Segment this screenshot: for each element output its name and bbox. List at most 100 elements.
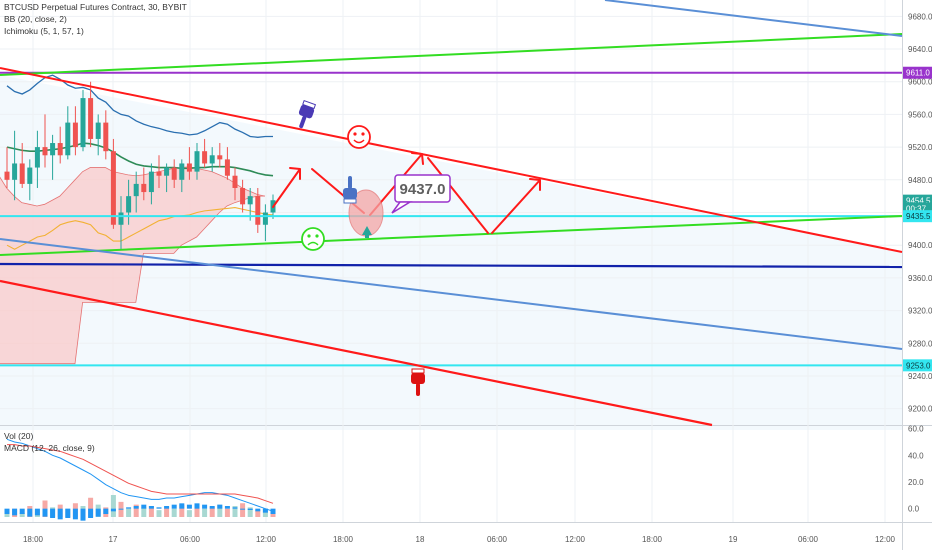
macd-tick-label: 40.0	[908, 451, 924, 460]
candle-body	[118, 212, 124, 225]
macd-histogram-bar	[240, 508, 246, 510]
macd-histogram-bar	[42, 508, 48, 517]
price-tick-label: 9640.0	[908, 45, 932, 54]
time-tick-label: 12:00	[256, 535, 277, 544]
annotation-box[interactable]	[394, 174, 451, 203]
price-tick-label: 9360.0	[908, 274, 932, 283]
price-label-box	[903, 66, 932, 79]
candle-body	[164, 167, 170, 176]
volume-bar	[255, 510, 261, 517]
volume-bar	[262, 508, 268, 517]
legend-symbol-text: BTCUSD Perpetual Futures Contract, 30, B…	[4, 2, 187, 12]
volume-bar	[240, 503, 246, 517]
volume-bar	[19, 512, 25, 517]
macd-histogram-bar	[103, 508, 109, 514]
candles	[4, 81, 276, 250]
volume-bar	[126, 508, 132, 517]
smiley-sad-icon	[301, 227, 325, 251]
annotation-pointer	[391, 201, 413, 214]
volume-bar	[110, 495, 116, 517]
macd-histogram-bar	[27, 508, 33, 517]
smiley-eye	[307, 234, 311, 238]
candle-body	[209, 155, 215, 164]
trend-line-green-lower	[0, 215, 903, 256]
volume-bar	[232, 506, 238, 517]
macd-histogram-bar	[217, 504, 223, 509]
signal-line	[7, 444, 274, 504]
smiley-mouth	[353, 139, 365, 144]
volume-bar	[171, 508, 177, 517]
macd-histogram-bar	[148, 506, 154, 509]
macd-histogram-bar	[118, 508, 124, 510]
candle-body	[194, 151, 200, 172]
volume-bar	[186, 510, 192, 517]
macd-histogram-bar	[4, 508, 10, 514]
legend-macd: MACD (12, 26, close, 9)	[4, 443, 98, 453]
candle-body	[262, 212, 268, 225]
pointing-hand-icon	[411, 368, 425, 396]
macd-histogram-bar	[65, 508, 71, 518]
time-tick-label: 18:00	[333, 535, 354, 544]
hand-palm	[298, 104, 315, 119]
price-axis: 9680.09640.09600.09560.09520.09480.09440…	[903, 12, 932, 514]
price-label-text: 9454.5	[906, 197, 931, 206]
price-label-box	[903, 359, 932, 372]
legend-vol-text: Vol (20)	[4, 431, 34, 441]
price-label-text: 00:37	[906, 204, 927, 213]
candle-body	[202, 151, 208, 164]
annotations: 9437.0	[391, 174, 451, 214]
volume-bar	[179, 504, 185, 517]
time-tick-label: 06:00	[487, 535, 508, 544]
bb-upper	[6, 74, 273, 138]
macd-histogram-bar	[50, 508, 56, 518]
macd-histogram-bar	[202, 504, 208, 509]
price-label-text: 9435.5	[906, 212, 931, 221]
price-tick-label: 9400.0	[908, 241, 932, 250]
candle-body	[12, 163, 18, 180]
volume-bar	[4, 511, 10, 517]
up-arrow-icon	[362, 226, 372, 235]
macd-histogram-bar	[110, 508, 116, 512]
macd-histogram-bar	[141, 504, 147, 509]
hand-cuff	[343, 198, 357, 204]
macd-histogram-bar	[72, 508, 78, 520]
legend-vol: Vol (20)	[4, 431, 36, 441]
candle-body	[171, 167, 177, 180]
volume-bar	[224, 508, 230, 517]
volume-bar	[164, 507, 170, 517]
candle-body	[50, 143, 56, 156]
smiley-happy-icon	[347, 125, 371, 149]
trend-line-blue-lower	[0, 238, 903, 350]
hand-finger	[416, 383, 420, 396]
macd-histogram-bar	[80, 508, 86, 521]
legend-symbol: BTCUSD Perpetual Futures Contract, 30, B…	[4, 2, 190, 12]
time-tick-label: 12:00	[565, 535, 586, 544]
trend-line-red-upper	[0, 67, 903, 253]
macd-line	[6, 438, 274, 512]
candle-body	[247, 196, 253, 205]
volume-bar	[247, 507, 253, 517]
macd-histogram-bar	[12, 508, 18, 516]
level-line-navy	[0, 262, 903, 269]
hand-palm	[411, 373, 425, 384]
macd-histogram-bar	[209, 506, 215, 509]
candle-body	[65, 122, 71, 156]
time-tick-label: 19	[729, 535, 738, 544]
macd-tick-label: 20.0	[908, 478, 924, 487]
legend-bb-text: BB (20, close, 2)	[4, 14, 67, 24]
candle-body	[57, 143, 63, 156]
smiley-eye	[315, 234, 319, 238]
pointing-hand-icon	[343, 176, 357, 204]
candle-body	[34, 147, 40, 168]
candle-body	[80, 98, 86, 148]
hand-palm	[343, 188, 357, 199]
macd-histogram-bar	[232, 507, 238, 509]
cloud-span-a	[0, 166, 266, 207]
candle-body	[133, 183, 139, 197]
smiley-eye	[361, 132, 365, 136]
candle-body	[255, 196, 261, 225]
candle-body	[19, 163, 25, 184]
projection-arrow	[491, 178, 541, 234]
price-tick-label: 9200.0	[908, 405, 932, 414]
macd-histogram-bar	[95, 508, 101, 517]
